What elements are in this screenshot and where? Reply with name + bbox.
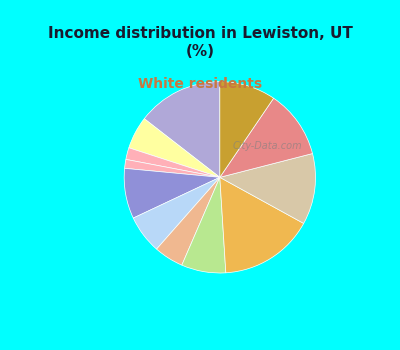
Text: City-Data.com: City-Data.com <box>232 141 302 151</box>
Wedge shape <box>126 148 220 177</box>
Wedge shape <box>220 154 316 223</box>
Wedge shape <box>144 82 220 177</box>
Text: White residents: White residents <box>138 77 262 91</box>
Wedge shape <box>220 98 312 177</box>
Wedge shape <box>220 82 274 177</box>
Text: Income distribution in Lewiston, UT
(%): Income distribution in Lewiston, UT (%) <box>48 26 352 59</box>
Wedge shape <box>133 177 220 249</box>
Wedge shape <box>124 168 220 218</box>
Wedge shape <box>156 177 220 265</box>
Wedge shape <box>124 159 220 177</box>
Wedge shape <box>129 119 220 177</box>
Wedge shape <box>220 177 304 273</box>
Wedge shape <box>182 177 226 273</box>
